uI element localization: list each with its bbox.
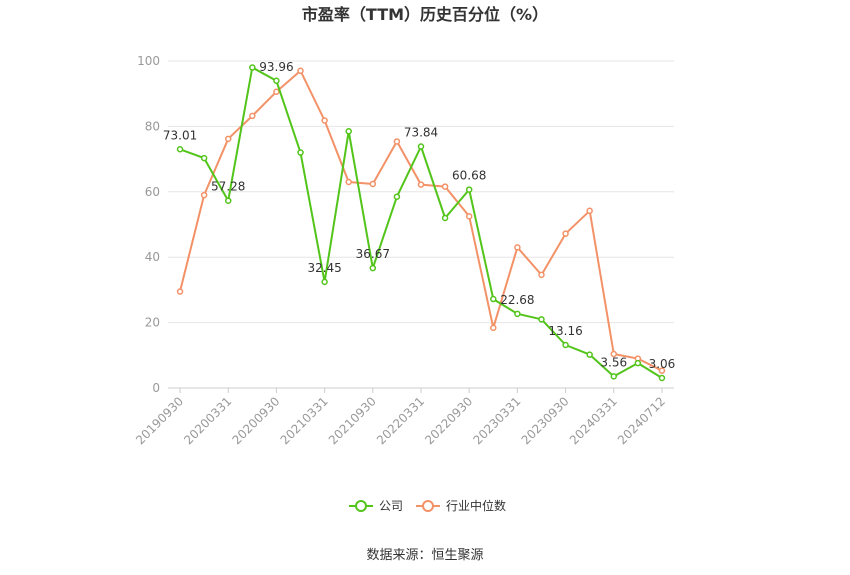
legend-swatch-marker bbox=[422, 500, 434, 512]
data-point bbox=[200, 154, 208, 162]
grid-lines bbox=[168, 60, 674, 324]
y-tick-label: 20 bbox=[145, 316, 160, 330]
data-point bbox=[465, 213, 473, 220]
x-tick-label: 20230331 bbox=[470, 394, 523, 447]
data-point bbox=[514, 244, 521, 251]
data-label: 57.28 bbox=[211, 180, 245, 194]
data-point bbox=[345, 178, 352, 186]
data-point bbox=[273, 88, 280, 95]
data-label: 73.01 bbox=[163, 128, 197, 142]
y-tick-label: 80 bbox=[145, 119, 160, 133]
data-label: 36.67 bbox=[356, 247, 390, 261]
data-label: 73.84 bbox=[404, 126, 438, 140]
x-tick-label: 20200331 bbox=[181, 394, 234, 447]
data-point bbox=[345, 128, 352, 135]
data-point bbox=[297, 67, 304, 75]
chart-title: 市盈率（TTM）历史百分位（%） bbox=[302, 5, 548, 24]
y-tick-label: 0 bbox=[152, 381, 160, 395]
y-tick-label: 60 bbox=[145, 185, 160, 199]
legend-swatch-marker bbox=[355, 500, 367, 512]
data-point bbox=[200, 191, 208, 199]
x-tick-label: 20230930 bbox=[519, 394, 572, 447]
data-point bbox=[586, 207, 593, 215]
x-tick-label: 20220930 bbox=[422, 394, 475, 447]
data-point bbox=[610, 373, 618, 380]
data-point bbox=[249, 112, 256, 120]
legend-label: 行业中位数 bbox=[446, 498, 506, 513]
data-point bbox=[417, 143, 425, 150]
data-point bbox=[441, 183, 449, 190]
data-label: 93.96 bbox=[259, 60, 293, 74]
y-tick-label: 40 bbox=[145, 250, 160, 264]
data-point bbox=[490, 295, 497, 303]
x-tick-label: 20200930 bbox=[229, 394, 282, 447]
data-labels: 73.01 57.28 93.96 32.45 36.67 73.84 60.68 22.68… bbox=[163, 60, 675, 371]
data-point bbox=[224, 197, 232, 204]
data-point bbox=[417, 181, 425, 188]
data-point bbox=[658, 374, 666, 382]
x-tick-label: 20220331 bbox=[374, 394, 427, 447]
data-point bbox=[465, 186, 473, 193]
data-label: 3.06 bbox=[649, 357, 676, 371]
data-point bbox=[273, 77, 280, 85]
data-label: 22.68 bbox=[500, 293, 534, 307]
data-label: 60.68 bbox=[452, 169, 486, 183]
x-axis: 2019093020200331202009302021033120210930… bbox=[133, 387, 674, 447]
data-point bbox=[514, 310, 521, 318]
data-label: 32.45 bbox=[307, 261, 341, 275]
data-point bbox=[393, 193, 401, 200]
data-point bbox=[441, 214, 449, 222]
data-point bbox=[369, 180, 377, 188]
data-point bbox=[321, 117, 328, 124]
series-lines bbox=[176, 64, 666, 382]
x-tick-label: 20240712 bbox=[615, 394, 668, 447]
data-point bbox=[634, 359, 642, 367]
data-point bbox=[562, 230, 569, 237]
data-point bbox=[393, 138, 401, 145]
x-tick-label: 20240331 bbox=[567, 394, 620, 447]
x-tick-label: 20210331 bbox=[278, 394, 331, 447]
data-point bbox=[224, 135, 232, 143]
legend-label: 公司 bbox=[379, 499, 403, 513]
data-point bbox=[176, 146, 184, 153]
data-point bbox=[369, 264, 377, 272]
data-point bbox=[538, 271, 545, 279]
source-note: 数据来源：恒生聚源 bbox=[366, 548, 483, 563]
y-axis-ticks: 0 20 40 60 80 100 bbox=[137, 54, 160, 395]
data-point bbox=[321, 278, 328, 286]
x-tick-label: 20210930 bbox=[326, 394, 379, 447]
data-point bbox=[249, 64, 256, 71]
y-tick-label: 100 bbox=[137, 54, 160, 68]
data-point bbox=[538, 316, 545, 323]
data-point bbox=[562, 341, 569, 349]
data-point bbox=[176, 288, 184, 295]
data-point bbox=[586, 351, 593, 358]
data-point bbox=[490, 324, 497, 332]
data-label: 13.16 bbox=[548, 324, 582, 338]
data-point bbox=[297, 149, 304, 156]
x-tick-label: 20190930 bbox=[133, 394, 186, 447]
data-point bbox=[610, 350, 618, 358]
data-label: 3.56 bbox=[600, 355, 627, 369]
legend: 公司 行业中位数 bbox=[349, 498, 506, 513]
data-point bbox=[658, 367, 666, 374]
